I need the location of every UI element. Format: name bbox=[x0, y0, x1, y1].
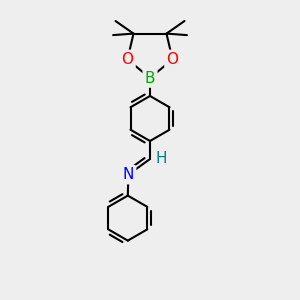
Text: N: N bbox=[123, 167, 134, 182]
Text: O: O bbox=[122, 52, 134, 67]
Text: B: B bbox=[145, 70, 155, 86]
Text: H: H bbox=[156, 151, 167, 166]
Text: O: O bbox=[167, 52, 178, 67]
